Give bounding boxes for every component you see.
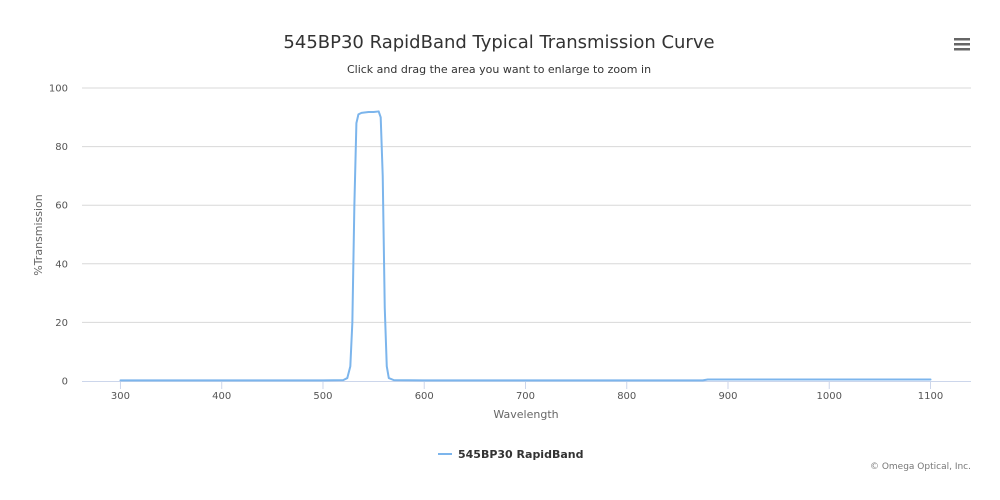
- x-tick-label: 500: [313, 391, 332, 402]
- y-tick-label: 0: [62, 377, 68, 388]
- series-line-0[interactable]: [119, 110, 932, 382]
- x-tick-label: 300: [111, 391, 130, 402]
- x-tick-label: 400: [212, 391, 231, 402]
- hamburger-menu-icon: [954, 38, 970, 51]
- x-axis-ticks: 300 400 500 600 700 800 900 1000 1100: [111, 381, 943, 402]
- y-tick-label: 60: [55, 201, 68, 212]
- y-tick-label: 80: [55, 142, 68, 153]
- chart-subtitle: Click and drag the area you want to enla…: [347, 63, 651, 76]
- legend-label[interactable]: 545BP30 RapidBand: [458, 448, 583, 461]
- credit-link[interactable]: © Omega Optical, Inc.: [870, 462, 971, 472]
- x-tick-label: 900: [718, 391, 737, 402]
- series-layer: [119, 110, 932, 382]
- chart-title: 545BP30 RapidBand Typical Transmission C…: [283, 32, 714, 53]
- y-tick-label: 40: [55, 259, 68, 270]
- x-tick-label: 1100: [918, 391, 943, 402]
- x-tick-label: 600: [415, 391, 434, 402]
- y-gridlines: [82, 87, 971, 323]
- menu-button[interactable]: [948, 32, 976, 56]
- y-axis-title: %Transmission: [32, 194, 45, 276]
- x-tick-label: 1000: [817, 391, 842, 402]
- y-axis-ticks: 0 20 40 60 80 100: [49, 84, 68, 388]
- x-tick-label: 800: [617, 391, 636, 402]
- legend[interactable]: 545BP30 RapidBand: [438, 448, 583, 461]
- x-tick-label: 700: [516, 391, 535, 402]
- y-tick-label: 100: [49, 84, 68, 95]
- x-axis-title: Wavelength: [493, 408, 558, 421]
- y-tick-label: 20: [55, 318, 68, 329]
